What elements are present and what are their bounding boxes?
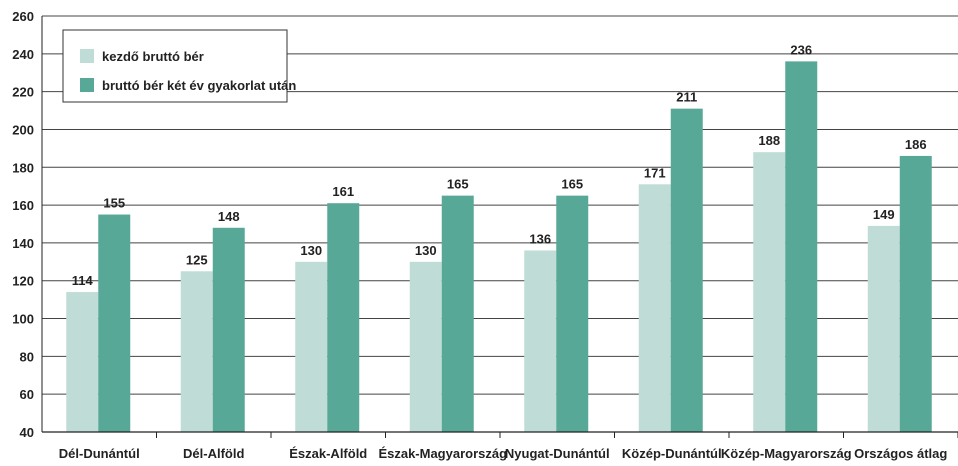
- bar-kezdo: [867, 225, 900, 432]
- data-label: 148: [218, 209, 240, 224]
- y-tick-label: 140: [12, 236, 34, 251]
- category-label: Közép-Dunántúl: [622, 446, 722, 461]
- bar-gyakorlat: [98, 214, 131, 432]
- data-label: 130: [415, 243, 437, 258]
- bar-gyakorlat: [785, 61, 818, 433]
- legend-label-kezdo: kezdő bruttó bér: [102, 49, 204, 64]
- legend-label-gyakorlat: bruttó bér két év gyakorlat után: [102, 78, 296, 93]
- data-label: 165: [561, 177, 583, 192]
- data-label: 171: [644, 165, 666, 180]
- legend-swatch-gyakorlat: [80, 78, 94, 92]
- data-label: 114: [72, 273, 94, 288]
- data-label: 149: [873, 207, 895, 222]
- y-tick-label: 80: [20, 349, 34, 364]
- data-label: 125: [186, 252, 208, 267]
- category-label: Közép-Magyarország: [721, 446, 852, 461]
- y-tick-label: 220: [12, 85, 34, 100]
- bar-kezdo: [409, 261, 442, 432]
- category-label: Nyugat-Dunántúl: [505, 446, 610, 461]
- data-label: 236: [790, 42, 812, 57]
- axes: [41, 16, 958, 438]
- y-tick-label: 60: [20, 387, 34, 402]
- y-tick-label: 180: [12, 160, 34, 175]
- category-label: Országos átlag: [854, 446, 947, 461]
- y-tick-label: 260: [12, 9, 34, 24]
- data-label: 130: [300, 243, 322, 258]
- y-tick-label: 100: [12, 312, 34, 327]
- data-label: 136: [529, 231, 551, 246]
- bar-gyakorlat: [327, 203, 360, 432]
- legend: kezdő bruttó bér bruttó bér két év gyako…: [62, 29, 296, 103]
- bar-kezdo: [638, 184, 671, 432]
- bar-gyakorlat: [670, 108, 703, 433]
- data-label: 165: [447, 177, 469, 192]
- data-label: 188: [758, 133, 780, 148]
- legend-box: [62, 29, 288, 103]
- bar-kezdo: [295, 261, 328, 432]
- legend-swatch-kezdo: [80, 49, 94, 63]
- bar-kezdo: [753, 152, 786, 433]
- y-tick-label: 120: [12, 274, 34, 289]
- bar-gyakorlat: [556, 195, 589, 432]
- bar-gyakorlat: [212, 227, 245, 432]
- bar-kezdo: [180, 271, 213, 432]
- bars: [66, 61, 932, 433]
- data-label: 155: [103, 196, 125, 211]
- data-label: 186: [905, 137, 927, 152]
- bar-gyakorlat: [899, 155, 932, 432]
- y-tick-label: 200: [12, 122, 34, 137]
- y-tick-label: 160: [12, 198, 34, 213]
- bar-gyakorlat: [441, 195, 474, 432]
- category-label: Dél-Alföld: [183, 446, 244, 461]
- data-label: 161: [332, 184, 354, 199]
- y-tick-label: 240: [12, 47, 34, 62]
- category-label: Dél-Dunántúl: [59, 446, 140, 461]
- category-label: Észak-Magyarország: [378, 446, 507, 461]
- y-tick-label: 40: [20, 425, 34, 440]
- bar-kezdo: [524, 250, 557, 432]
- bar-kezdo: [66, 292, 99, 432]
- data-label: 211: [676, 90, 697, 105]
- category-label: Észak-Alföld: [289, 446, 367, 461]
- labels: 40 60 80 100 120 140 160 180 200 220 240 260 114 155 D…: [12, 9, 947, 461]
